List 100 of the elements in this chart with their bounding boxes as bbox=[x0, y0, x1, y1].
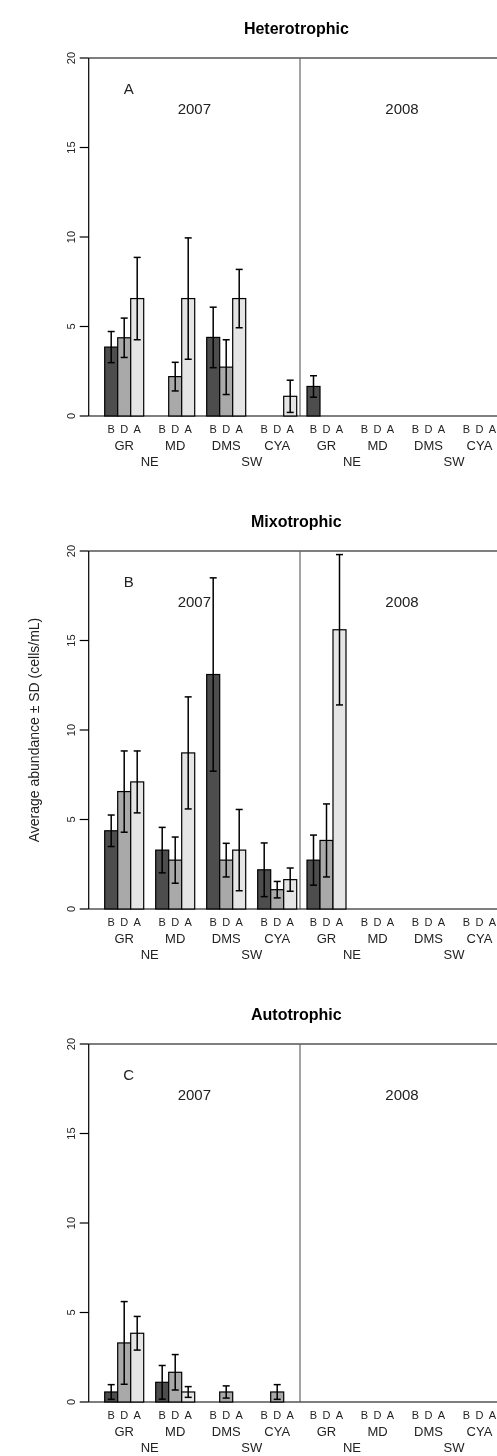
x-tick-label: CYA bbox=[264, 1424, 291, 1439]
series-label: B bbox=[107, 423, 115, 435]
text: NE bbox=[342, 947, 362, 962]
series-label: A bbox=[335, 916, 344, 928]
text: A bbox=[286, 423, 294, 435]
text: B bbox=[360, 916, 369, 928]
text: A bbox=[335, 1409, 344, 1421]
y-axis-title: Average abundance ± SD (cells/mL) bbox=[25, 617, 42, 843]
text: A bbox=[437, 1409, 446, 1421]
text: D bbox=[475, 1409, 484, 1421]
chart-title: Autotrophic bbox=[251, 1006, 342, 1023]
text: NE bbox=[140, 1440, 160, 1455]
y-tick-label: 5 bbox=[64, 1309, 77, 1316]
text: D bbox=[171, 1409, 180, 1421]
text: A bbox=[437, 916, 446, 928]
y-tick-label: 20 bbox=[64, 51, 77, 65]
x-tick-label: MD bbox=[367, 931, 388, 946]
text: D bbox=[373, 423, 382, 435]
text: A bbox=[184, 423, 192, 435]
text: D bbox=[475, 423, 484, 435]
text: D bbox=[222, 916, 231, 928]
text: B bbox=[158, 916, 166, 928]
x-tick-label: CYA bbox=[264, 931, 291, 946]
text: B bbox=[260, 1409, 268, 1421]
x-tick-label: CYA bbox=[466, 931, 493, 946]
text: B bbox=[360, 423, 369, 435]
text: D bbox=[424, 423, 433, 435]
x-tick-label: MD bbox=[165, 438, 186, 453]
y-tick-label: 10 bbox=[64, 230, 77, 244]
text: A bbox=[488, 423, 497, 435]
x-tick-label: MD bbox=[367, 438, 388, 453]
series-label: D bbox=[120, 1409, 129, 1421]
text: D bbox=[475, 916, 484, 928]
series-label: A bbox=[133, 1409, 142, 1421]
y-tick-label: 20 bbox=[64, 544, 77, 558]
x-tick-label: GR bbox=[114, 438, 134, 453]
text: A bbox=[386, 1409, 395, 1421]
series-label: D bbox=[120, 423, 129, 435]
text: B bbox=[462, 423, 471, 435]
x-tick-label: DMS bbox=[211, 931, 241, 946]
x-tick-label: CYA bbox=[466, 1424, 493, 1439]
text: SW bbox=[443, 1440, 466, 1455]
text: A bbox=[184, 916, 192, 928]
x-tick-label: CYA bbox=[466, 438, 493, 453]
text: B bbox=[209, 916, 217, 928]
text: B bbox=[462, 1409, 471, 1421]
text: B bbox=[209, 1409, 217, 1421]
x-tick-label: MD bbox=[165, 1424, 186, 1439]
x-tick-label: DMS bbox=[211, 1424, 241, 1439]
x-tick-label: GR bbox=[316, 438, 337, 453]
text: B bbox=[260, 916, 268, 928]
series-label: A bbox=[133, 916, 142, 928]
y-tick-label: 10 bbox=[64, 723, 77, 737]
text: D bbox=[171, 916, 180, 928]
text: D bbox=[222, 1409, 231, 1421]
series-label: B bbox=[309, 916, 318, 928]
text: NE bbox=[140, 454, 160, 469]
text: D bbox=[373, 1409, 382, 1421]
text: D bbox=[424, 916, 433, 928]
text: B bbox=[209, 423, 217, 435]
annotation: 2007 bbox=[177, 100, 212, 117]
text: B bbox=[309, 1409, 318, 1421]
text: A bbox=[286, 1409, 294, 1421]
text: D bbox=[322, 423, 331, 435]
y-tick-label: 0 bbox=[64, 905, 77, 913]
y-tick-label: 20 bbox=[64, 1037, 77, 1051]
x-tick-label: CYA bbox=[264, 438, 291, 453]
x-tick-label: DMS bbox=[414, 1424, 444, 1439]
y-tick-label: 15 bbox=[64, 634, 77, 647]
text: D bbox=[373, 916, 382, 928]
text: A bbox=[184, 1409, 192, 1421]
text: NE bbox=[140, 947, 160, 962]
x-tick-label: MD bbox=[165, 931, 186, 946]
text: A bbox=[386, 423, 395, 435]
text: NE bbox=[342, 1440, 362, 1455]
annotation: B bbox=[123, 573, 134, 590]
y-tick-label: 0 bbox=[64, 1398, 77, 1406]
text: B bbox=[260, 423, 268, 435]
annotation: A bbox=[123, 80, 134, 97]
annotation: 2007 bbox=[177, 593, 212, 610]
annotation: 2008 bbox=[385, 593, 419, 610]
annotation: 2008 bbox=[385, 100, 419, 117]
y-tick-label: 5 bbox=[64, 816, 77, 823]
text: A bbox=[235, 423, 243, 435]
text: B bbox=[158, 1409, 166, 1421]
series-label: B bbox=[107, 916, 115, 928]
text: SW bbox=[443, 454, 466, 469]
text: D bbox=[171, 423, 180, 435]
text: B bbox=[411, 423, 420, 435]
text: SW bbox=[241, 1440, 263, 1455]
x-tick-label: DMS bbox=[414, 931, 444, 946]
x-tick-label: GR bbox=[316, 931, 337, 946]
text: D bbox=[273, 916, 282, 928]
text: D bbox=[424, 1409, 433, 1421]
text: A bbox=[335, 423, 344, 435]
text: D bbox=[273, 423, 282, 435]
x-tick-label: GR bbox=[114, 931, 134, 946]
y-tick-label: 15 bbox=[64, 141, 77, 154]
text: SW bbox=[241, 454, 263, 469]
annotation: C bbox=[123, 1066, 135, 1083]
